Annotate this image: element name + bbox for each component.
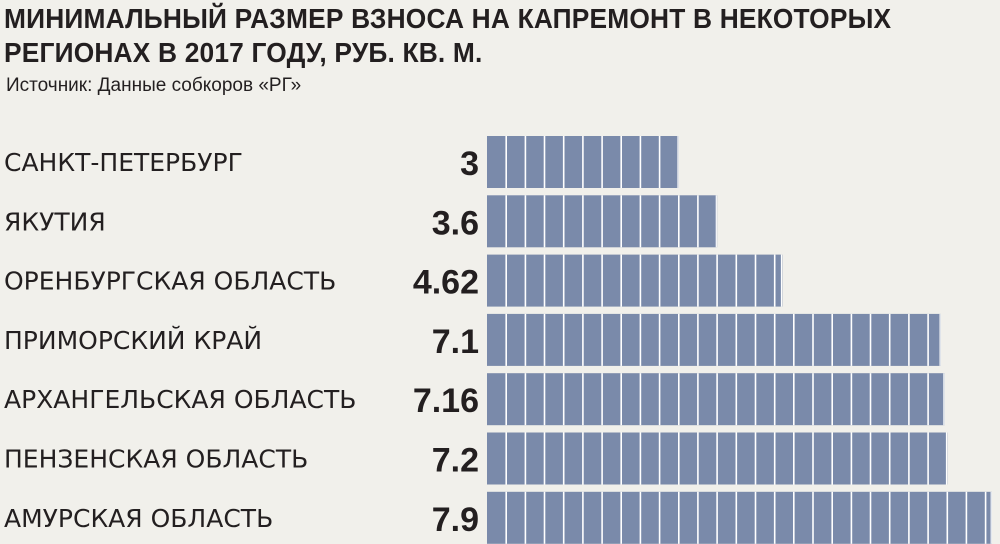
- value-label: 7.16: [413, 382, 479, 420]
- chart-title: МИНИМАЛЬНЫЙ РАЗМЕР ВЗНОСА НА КАПРЕМОНТ В…: [4, 3, 892, 68]
- value-label: 7.9: [432, 501, 479, 539]
- category-label: САНКТ-ПЕТЕРБУРГ: [4, 148, 243, 177]
- bar-row: АМУРСКАЯ ОБЛАСТЬ 7.9: [4, 491, 992, 544]
- chart-source: Источник: Данные собкоров «РГ»: [6, 75, 302, 96]
- value-label: 3.6: [432, 204, 479, 242]
- value-label: 7.2: [432, 442, 479, 480]
- category-label: ЯКУТИЯ: [4, 207, 106, 236]
- category-label: АРХАНГЕЛЬСКАЯ ОБЛАСТЬ: [4, 385, 356, 414]
- bar: [487, 373, 945, 426]
- bar-row: ПЕНЗЕНСКАЯ ОБЛАСТЬ 7.2: [4, 432, 948, 485]
- category-label: АМУРСКАЯ ОБЛАСТЬ: [4, 504, 273, 533]
- category-label: ОРЕНБУРГСКАЯ ОБЛАСТЬ: [4, 267, 336, 296]
- bar: [487, 313, 941, 366]
- value-label: 3: [460, 145, 479, 183]
- bar-row: АРХАНГЕЛЬСКАЯ ОБЛАСТЬ 7.16: [4, 373, 945, 426]
- bar-row: ПРИМОРСКИЙ КРАЙ 7.1: [4, 313, 941, 366]
- bar: [487, 491, 992, 544]
- bar: [487, 254, 783, 307]
- bar-row: ЯКУТИЯ 3.6: [4, 195, 718, 248]
- bar-row: САНКТ-ПЕТЕРБУРГ 3: [4, 136, 679, 188]
- value-label: 7.1: [432, 323, 479, 361]
- category-label: ПРИМОРСКИЙ КРАЙ: [4, 326, 262, 355]
- category-label: ПЕНЗЕНСКАЯ ОБЛАСТЬ: [4, 445, 308, 474]
- value-label: 4.62: [413, 264, 479, 302]
- bar-row: ОРЕНБУРГСКАЯ ОБЛАСТЬ 4.62: [4, 254, 783, 307]
